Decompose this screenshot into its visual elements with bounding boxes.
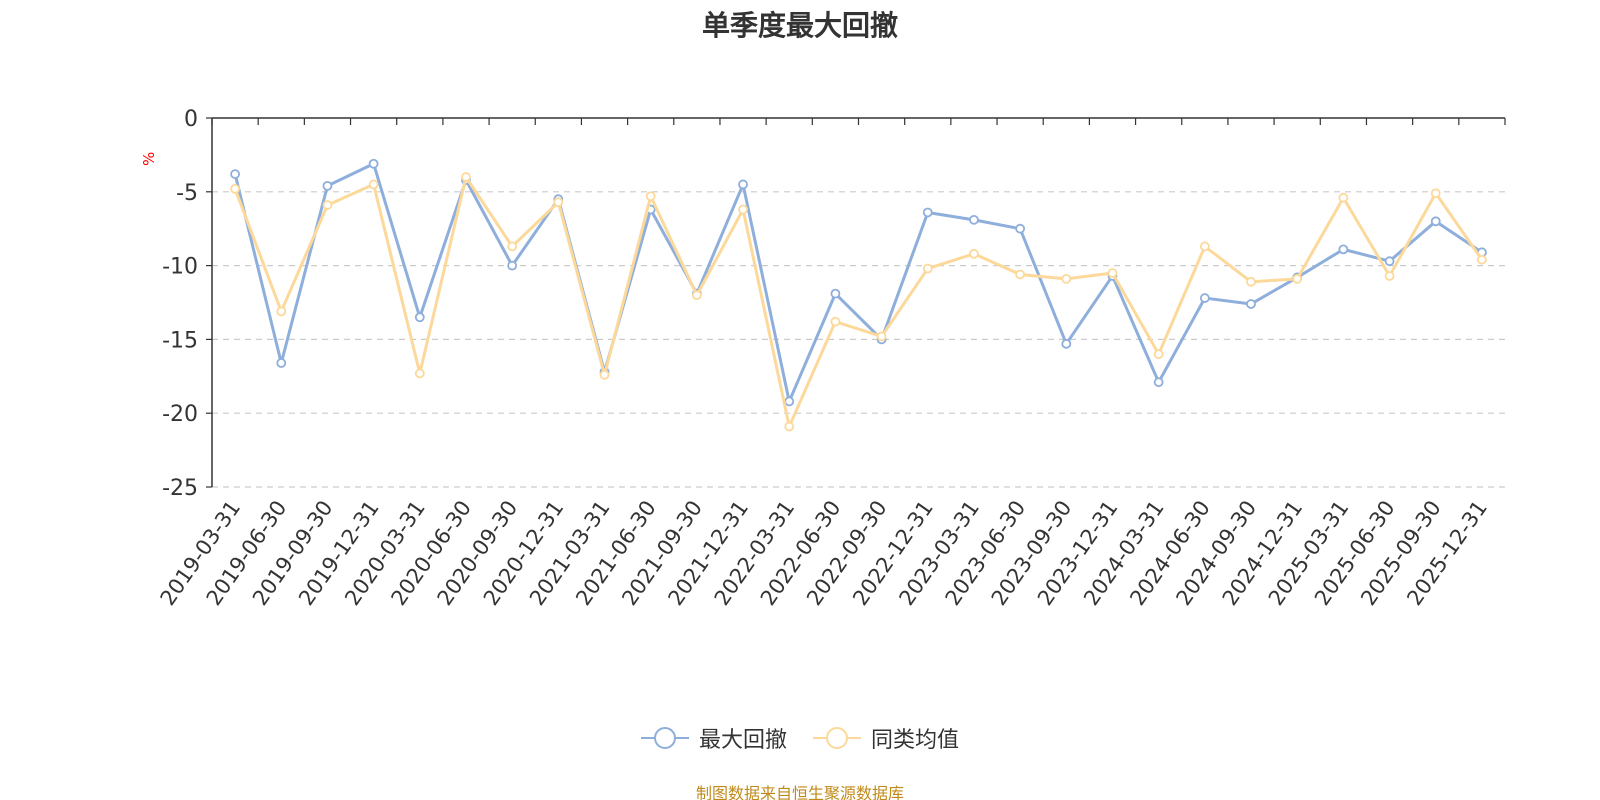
data-point <box>830 316 841 327</box>
data-point <box>691 290 702 301</box>
data-point <box>276 358 287 368</box>
y-tick-label: -20 <box>162 402 198 427</box>
axis-layer: 0-5-10-15-20-252019-03-312019-06-302019-… <box>156 107 1506 610</box>
legend-item-2[interactable]: 同类均值 <box>813 722 959 754</box>
data-point <box>876 331 887 342</box>
series-line-2 <box>233 175 1484 428</box>
chart-title: 单季度最大回撤 <box>701 9 898 42</box>
data-point <box>368 158 379 169</box>
legend-label: 最大回撤 <box>698 728 787 753</box>
data-point <box>1384 256 1395 267</box>
y-tick-label: -15 <box>162 328 198 353</box>
data-point <box>507 260 518 271</box>
data-point <box>738 204 748 215</box>
y-axis-unit-label: % <box>140 152 158 166</box>
data-point <box>969 248 979 259</box>
y-tick-label: -10 <box>162 255 198 280</box>
legend-marker-circle <box>826 727 848 749</box>
data-point <box>461 172 471 182</box>
data-point <box>507 241 518 252</box>
data-point <box>1292 273 1303 284</box>
source-note: 制图数据来自恒生聚源数据库 <box>695 784 904 800</box>
data-point <box>922 263 933 274</box>
data-point <box>784 396 795 407</box>
data-point <box>1338 192 1349 203</box>
data-point <box>1430 188 1441 199</box>
data-point <box>1477 254 1487 265</box>
data-point <box>276 306 287 317</box>
grid-layer <box>212 191 1505 488</box>
data-point <box>1246 276 1256 287</box>
data-point <box>645 191 656 202</box>
data-point <box>414 312 425 323</box>
series-line-1 <box>233 162 1483 403</box>
data-point <box>1338 244 1349 255</box>
data-point <box>738 179 748 190</box>
legend: 最大回撤 同类均值 <box>0 722 1600 754</box>
data-point <box>1061 338 1072 349</box>
data-point <box>1384 271 1395 281</box>
y-tick-label: -5 <box>176 181 198 206</box>
data-point <box>322 200 333 210</box>
data-point <box>1153 377 1164 388</box>
y-tick-label: -25 <box>162 476 198 501</box>
data-point <box>922 207 933 218</box>
legend-marker-icon <box>640 727 689 749</box>
data-point <box>1015 269 1026 280</box>
data-point <box>1061 273 1072 284</box>
data-point <box>1015 223 1026 234</box>
data-point <box>368 179 379 190</box>
data-point <box>230 183 240 194</box>
data-point <box>1199 241 1210 252</box>
data-point <box>230 169 240 179</box>
data-point <box>1153 349 1164 360</box>
legend-marker-icon <box>813 727 861 749</box>
data-point <box>784 421 795 432</box>
data-point <box>969 214 979 225</box>
data-point <box>414 368 425 379</box>
legend-item-1[interactable]: 最大回撤 <box>640 722 787 754</box>
data-point <box>322 180 333 191</box>
legend-marker-circle <box>653 727 676 749</box>
data-point <box>1430 216 1441 227</box>
y-tick-label: 0 <box>184 107 198 132</box>
series-layer <box>230 158 1487 432</box>
data-point <box>1199 293 1210 303</box>
legend-label: 同类均值 <box>871 728 960 753</box>
data-point <box>1246 299 1256 309</box>
data-point <box>599 369 610 380</box>
data-point <box>1107 268 1118 278</box>
data-point <box>553 197 564 208</box>
data-point <box>830 288 841 299</box>
